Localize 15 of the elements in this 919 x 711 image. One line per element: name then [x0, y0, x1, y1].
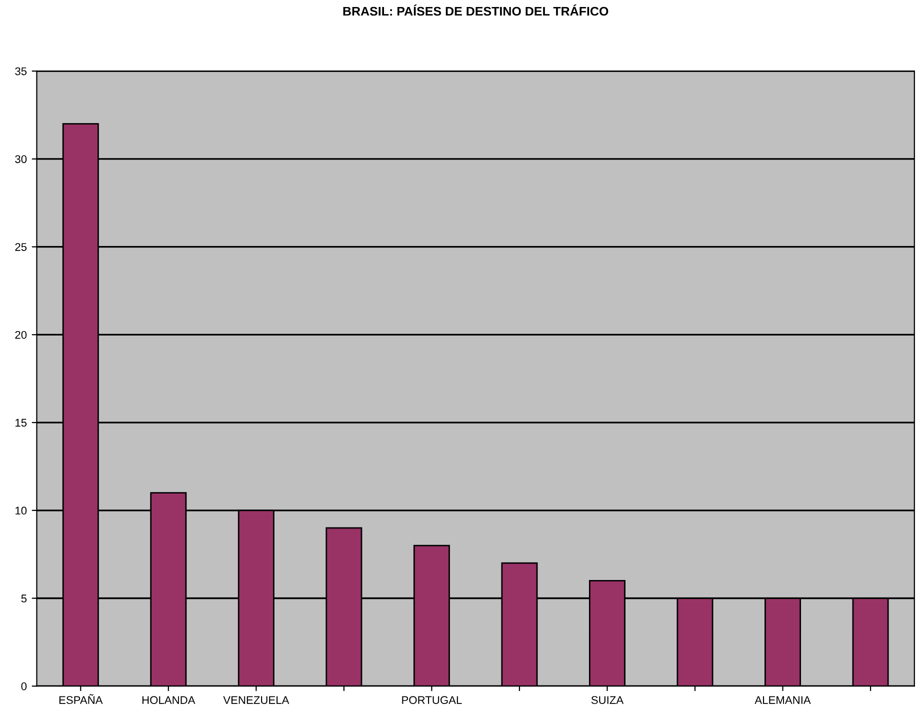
x-tick-label: ALEMANIA — [754, 696, 811, 704]
y-tick-label: 10 — [16, 506, 27, 515]
y-tick-label: 20 — [15, 330, 27, 339]
x-tick-label: ESPAÑA — [59, 694, 103, 704]
x-tick-label: VENEZUELA — [223, 696, 290, 704]
y-tick-label: 25 — [15, 243, 27, 251]
y-tick-label: 15 — [16, 418, 27, 427]
chart-title: BRASIL: PAÍSES DE DESTINO DEL TRÁFICO — [343, 4, 608, 16]
x-tick-label: PORTUGAL — [402, 696, 462, 704]
y-tick-label: 0 — [21, 682, 27, 690]
y-tick-label: 5 — [21, 594, 27, 602]
y-tick-label: 35 — [15, 67, 27, 76]
x-tick-label: SUIZA — [591, 696, 624, 704]
y-tick-label: 30 — [15, 155, 27, 164]
x-tick-label: HOLANDA — [142, 696, 196, 704]
